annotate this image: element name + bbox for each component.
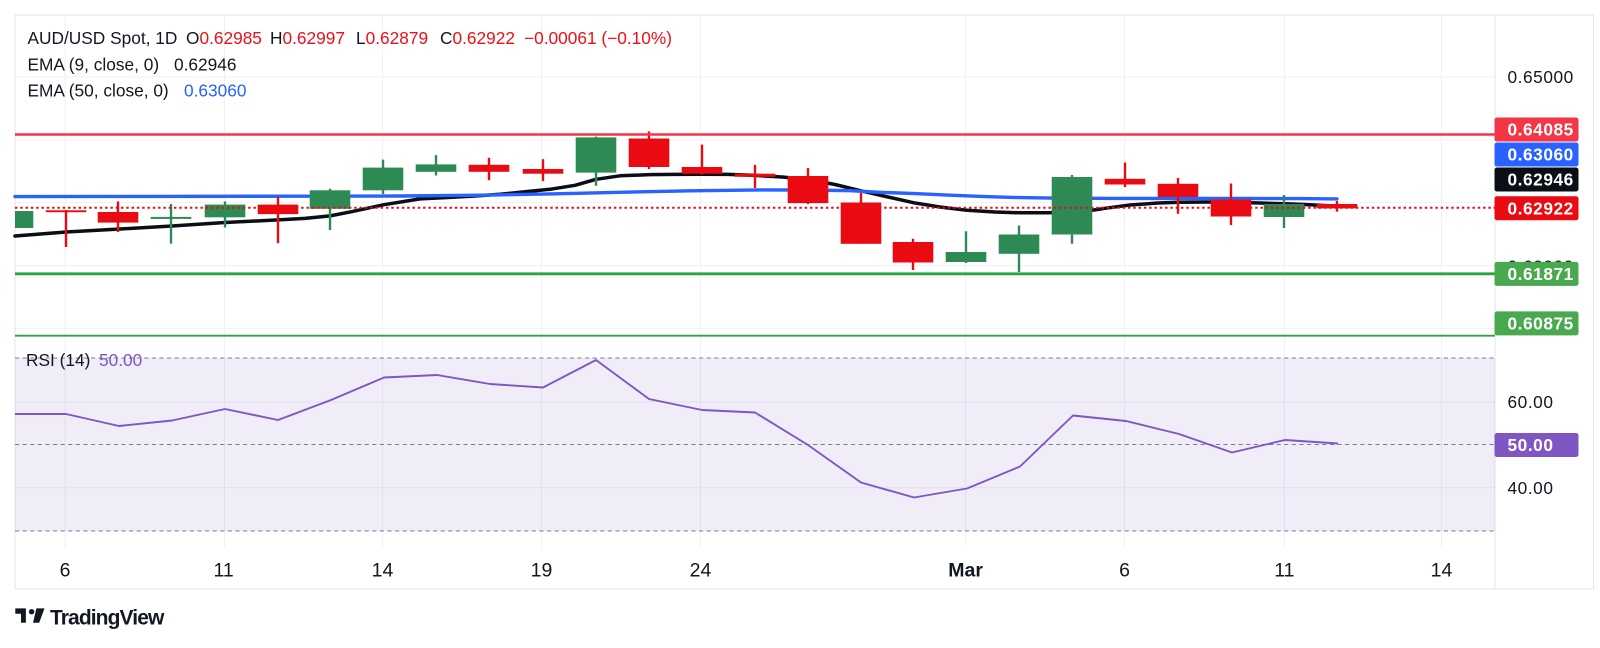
svg-text:14: 14 [1431, 560, 1453, 582]
svg-text:11: 11 [1274, 560, 1294, 582]
svg-text:6: 6 [60, 560, 71, 582]
svg-text:11: 11 [213, 560, 233, 582]
svg-text:0.65000: 0.65000 [1508, 67, 1574, 87]
svg-text:14: 14 [372, 560, 394, 582]
svg-text:0.63060: 0.63060 [1508, 145, 1574, 165]
svg-text:24: 24 [690, 560, 712, 582]
svg-text:EMA (9, close, 0)0.62946: EMA (9, close, 0) 0.62946 [28, 54, 237, 74]
svg-text:TradingView: TradingView [50, 607, 165, 630]
svg-text:50.00: 50.00 [1508, 435, 1554, 455]
svg-text:0.62946: 0.62946 [1508, 170, 1574, 190]
svg-text:RSI (14)50.00: RSI (14) 50.00 [26, 350, 142, 370]
svg-text:19: 19 [531, 560, 553, 582]
svg-text:6: 6 [1119, 560, 1130, 582]
svg-text:0.61871: 0.61871 [1508, 264, 1574, 284]
svg-text:0.62922: 0.62922 [1508, 198, 1574, 218]
svg-text:60.00: 60.00 [1508, 392, 1554, 412]
svg-text:0.60875: 0.60875 [1508, 314, 1574, 334]
svg-text:40.00: 40.00 [1508, 478, 1554, 498]
svg-text:0.64085: 0.64085 [1508, 120, 1574, 140]
svg-text:Mar: Mar [948, 560, 983, 582]
svg-text:EMA (50, close, 0)0.63060: EMA (50, close, 0) 0.63060 [28, 81, 247, 101]
